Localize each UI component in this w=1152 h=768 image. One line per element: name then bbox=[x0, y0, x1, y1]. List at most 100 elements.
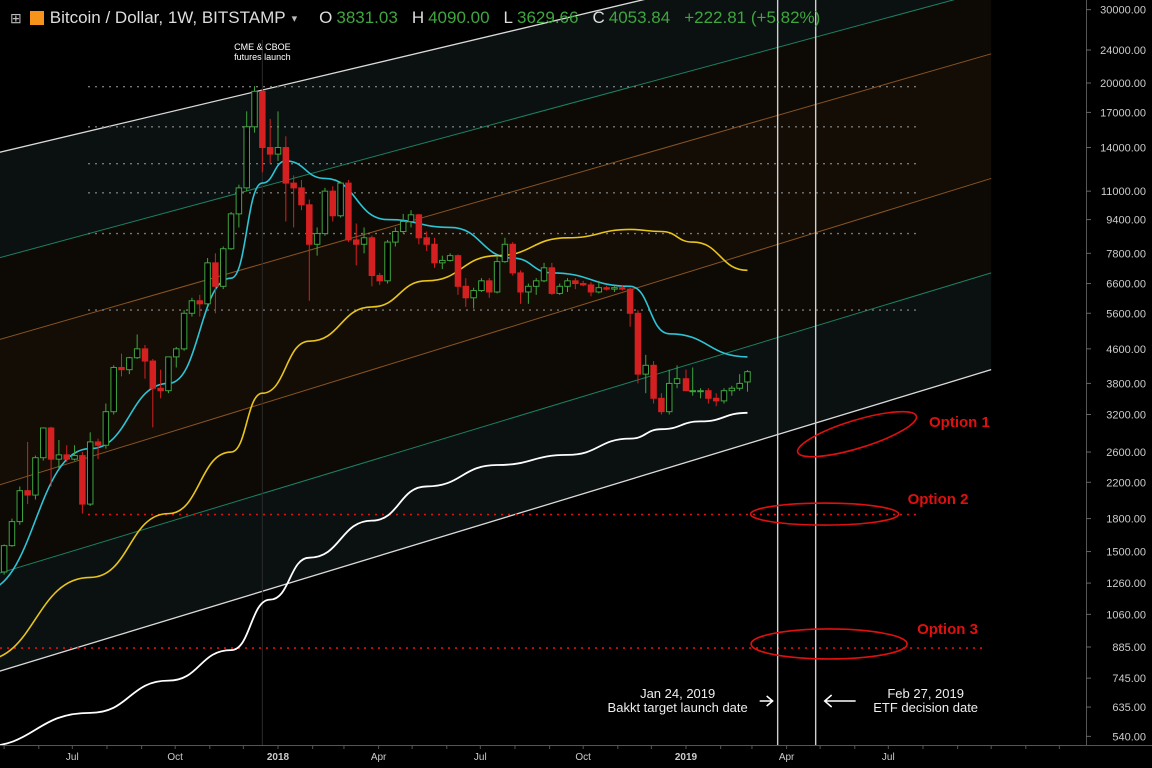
candle-body bbox=[274, 147, 282, 155]
candle-body bbox=[470, 290, 477, 299]
candle-body bbox=[682, 378, 690, 392]
candle-body bbox=[71, 455, 78, 460]
candle bbox=[736, 374, 743, 391]
candle bbox=[611, 286, 618, 292]
candle bbox=[24, 441, 31, 505]
time-tick-label: Oct bbox=[167, 752, 183, 763]
candle bbox=[376, 272, 383, 285]
candle-body bbox=[384, 241, 391, 282]
candle bbox=[55, 439, 63, 469]
candle-body bbox=[423, 237, 430, 245]
candle-body bbox=[235, 187, 243, 215]
option-label: Option 2 bbox=[908, 491, 969, 508]
time-tick-label: Apr bbox=[779, 752, 795, 763]
channel-line-outer bbox=[0, 369, 992, 672]
candle bbox=[266, 118, 274, 164]
candle bbox=[454, 254, 462, 295]
candle bbox=[431, 237, 438, 268]
price-tick-label: 5600.00 bbox=[1106, 308, 1146, 320]
candle-body bbox=[243, 126, 250, 189]
price-tick-label: 11000.00 bbox=[1101, 186, 1146, 198]
candle-body bbox=[603, 287, 610, 290]
price-tick-label: 1260.00 bbox=[1106, 578, 1146, 590]
bitcoin-logo-icon bbox=[29, 11, 44, 25]
time-tick-label: Apr bbox=[371, 752, 387, 763]
candle-body bbox=[650, 364, 657, 399]
price-axis-background bbox=[1086, 0, 1152, 768]
candle bbox=[165, 356, 172, 394]
candle bbox=[682, 369, 690, 392]
option-label: Option 1 bbox=[929, 414, 990, 431]
candle bbox=[517, 270, 524, 304]
candle-body bbox=[79, 455, 86, 505]
chevron-down-icon[interactable]: ▾ bbox=[291, 12, 298, 25]
candle bbox=[689, 367, 696, 396]
candle bbox=[321, 187, 329, 236]
candle bbox=[157, 369, 164, 399]
candle bbox=[415, 213, 423, 245]
candle-body bbox=[180, 312, 188, 350]
candle-body bbox=[306, 204, 313, 245]
grid-icon[interactable]: ⊞ bbox=[10, 9, 22, 26]
candle bbox=[47, 426, 55, 487]
candle-body bbox=[282, 147, 290, 184]
candle bbox=[345, 179, 352, 243]
candle-body bbox=[532, 280, 540, 287]
candle-body bbox=[501, 243, 509, 263]
candle-body bbox=[360, 237, 368, 245]
candle-body bbox=[493, 261, 501, 293]
candle-body bbox=[626, 288, 634, 314]
candle-body bbox=[658, 397, 665, 413]
candle bbox=[728, 385, 736, 396]
candle-body bbox=[478, 280, 485, 292]
candle bbox=[282, 136, 290, 222]
candle bbox=[603, 285, 610, 291]
ema-fast-line bbox=[0, 160, 748, 586]
candle bbox=[0, 544, 8, 575]
candle-body bbox=[40, 427, 47, 459]
candle-body bbox=[118, 366, 125, 371]
candle-body bbox=[720, 390, 728, 402]
open-label: O bbox=[319, 8, 333, 27]
candle bbox=[399, 213, 407, 234]
open-value: 3831.03 bbox=[336, 8, 398, 27]
candle-body bbox=[712, 397, 720, 402]
candle-body bbox=[321, 190, 329, 235]
candle-body bbox=[32, 457, 39, 496]
candle-body bbox=[548, 267, 556, 294]
symbol-title[interactable]: Bitcoin / Dollar, 1W, BITSTAMP bbox=[49, 8, 286, 27]
candle-body bbox=[619, 287, 626, 290]
annotation-subtitle: futures launch bbox=[234, 52, 291, 62]
close-label: C bbox=[592, 8, 605, 27]
candle-body bbox=[564, 280, 571, 287]
candle bbox=[720, 388, 728, 404]
event-description-label: Bakkt target launch date bbox=[608, 700, 748, 715]
channel-line-inner bbox=[0, 53, 992, 340]
candle-body bbox=[149, 360, 157, 389]
candle bbox=[439, 255, 446, 270]
candle-body bbox=[634, 312, 642, 375]
channel-band-4 bbox=[0, 178, 992, 573]
candle-body bbox=[173, 348, 180, 358]
candle bbox=[274, 111, 282, 161]
candle bbox=[587, 282, 595, 297]
candle-body bbox=[63, 454, 70, 460]
time-tick-label: 2018 bbox=[267, 752, 290, 763]
candle bbox=[665, 369, 673, 415]
candle bbox=[540, 262, 548, 283]
candle bbox=[595, 280, 603, 294]
candle-body bbox=[204, 262, 211, 305]
candle-body bbox=[313, 233, 321, 245]
price-tick-label: 9400.00 bbox=[1106, 215, 1146, 227]
price-tick-label: 14000.00 bbox=[1100, 143, 1146, 155]
time-axis-background bbox=[0, 745, 1152, 768]
candle bbox=[619, 284, 626, 291]
time-tick-label: Jul bbox=[474, 752, 487, 763]
channel-line-outer bbox=[0, 0, 645, 153]
candle bbox=[204, 258, 211, 306]
candle bbox=[212, 253, 219, 314]
candle-body bbox=[8, 521, 16, 547]
ema-slow-line bbox=[0, 228, 748, 658]
candle-body bbox=[572, 280, 579, 285]
